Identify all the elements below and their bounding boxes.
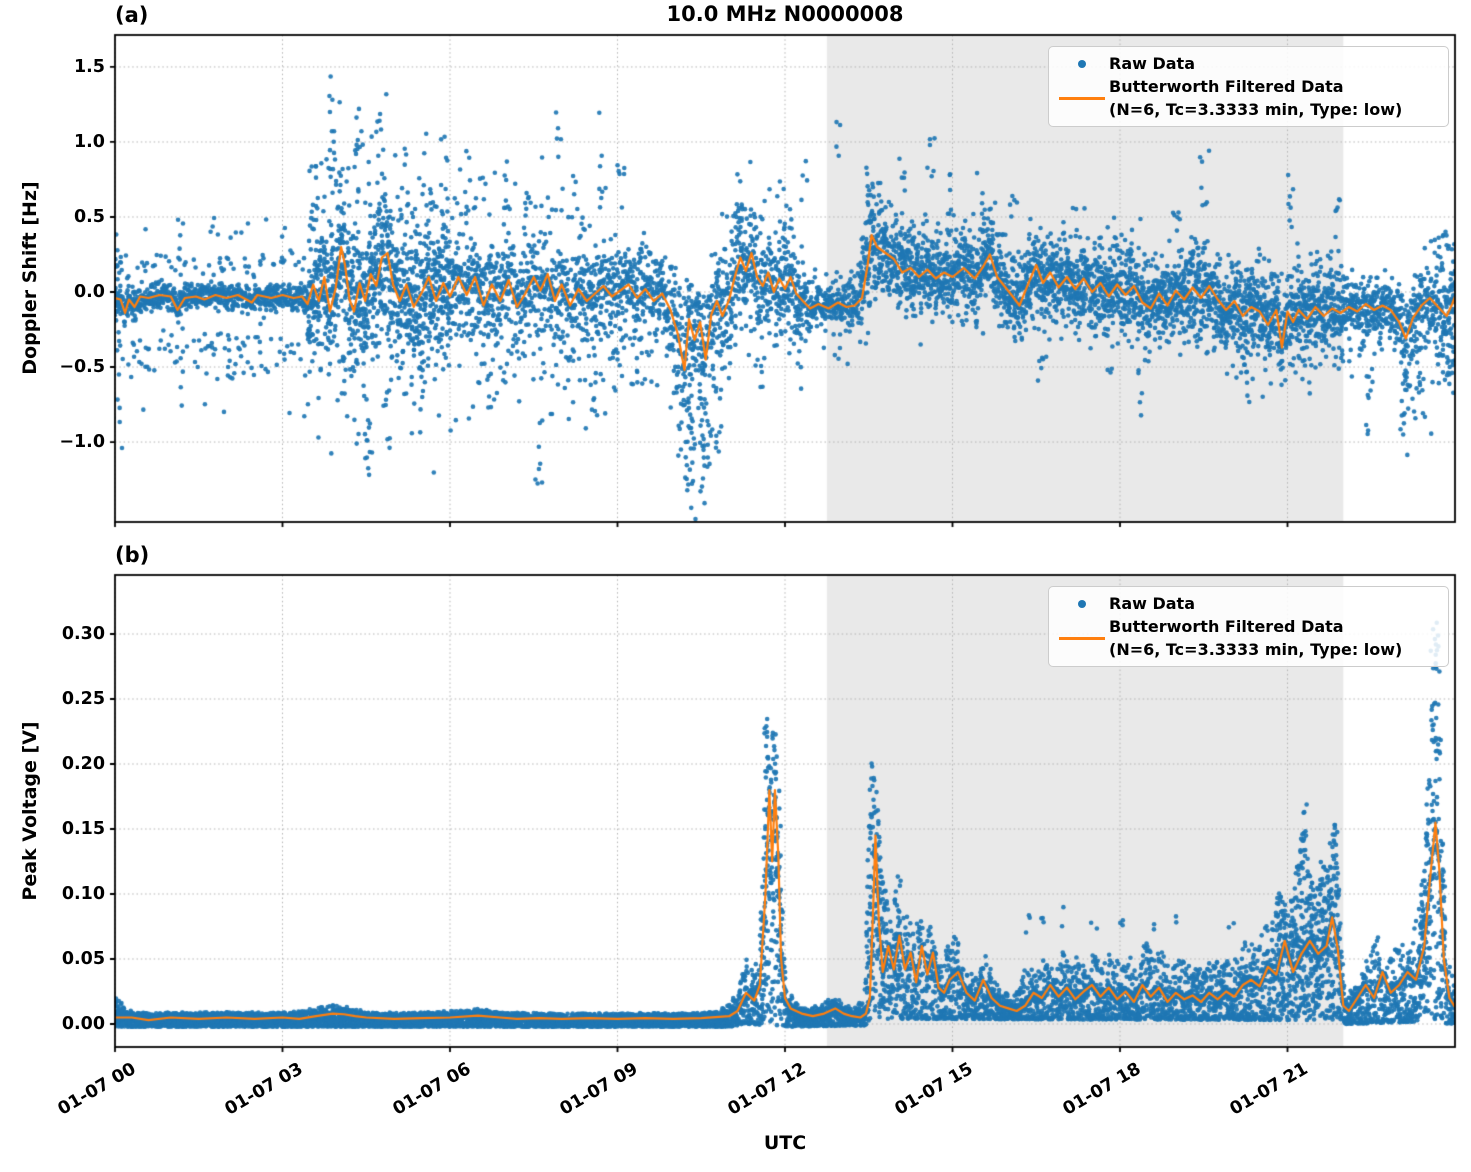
ytick-a-−0.5: −0.5 <box>59 357 105 378</box>
legend-b: Raw Data Butterworth Filtered Data (N=6,… <box>1048 586 1449 667</box>
raw-data-label: Raw Data <box>1109 594 1195 613</box>
ytick-a-0.0: 0.0 <box>73 282 105 302</box>
raw-data-marker-icon <box>1055 59 1109 68</box>
ytick-b-0.05: 0.05 <box>61 948 105 969</box>
ytick-b-0.10: 0.10 <box>61 883 105 904</box>
filtered-data-label-line1: Butterworth Filtered Data <box>1109 617 1344 636</box>
filtered-data-label: Butterworth Filtered Data (N=6, Tc=3.333… <box>1109 75 1402 121</box>
raw-data-label: Raw Data <box>1109 54 1195 73</box>
ytick-b-0.20: 0.20 <box>61 754 105 774</box>
ytick-b-0.30: 0.30 <box>61 624 105 645</box>
ytick-a-1.0: 1.0 <box>73 131 105 152</box>
raw-data-marker-icon <box>1055 599 1109 608</box>
ytick-a-0.5: 0.5 <box>73 206 105 227</box>
filtered-data-label-line2: (N=6, Tc=3.3333 min, Type: low) <box>1109 640 1403 659</box>
filtered-data-label-line2: (N=6, Tc=3.3333 min, Type: low) <box>1109 100 1403 119</box>
panel-a-label: (a) <box>115 3 149 27</box>
filtered-data-label: Butterworth Filtered Data (N=6, Tc=3.333… <box>1109 615 1402 661</box>
figure-title: 10.0 MHz N0000008 <box>666 2 904 26</box>
panel-b-label: (b) <box>115 543 150 567</box>
ytick-a-1.5: 1.5 <box>73 56 105 77</box>
filtered-data-label-line1: Butterworth Filtered Data <box>1109 77 1344 96</box>
legend-b-filtered-row: Butterworth Filtered Data (N=6, Tc=3.333… <box>1055 615 1438 661</box>
legend-a: Raw Data Butterworth Filtered Data (N=6,… <box>1048 46 1449 127</box>
utc-axis-label: UTC <box>763 1132 807 1154</box>
voltage-axis-label: Peak Voltage [V] <box>19 721 41 901</box>
ytick-b-0.15: 0.15 <box>61 819 105 839</box>
filtered-line-marker-icon <box>1055 636 1109 640</box>
legend-a-raw-row: Raw Data <box>1055 52 1438 75</box>
ytick-b-0.00: 0.00 <box>61 1013 105 1034</box>
legend-a-filtered-row: Butterworth Filtered Data (N=6, Tc=3.333… <box>1055 75 1438 121</box>
ytick-a-−1.0: −1.0 <box>59 432 105 453</box>
legend-b-raw-row: Raw Data <box>1055 592 1438 615</box>
ytick-b-0.25: 0.25 <box>61 689 105 709</box>
filtered-line-marker-icon <box>1055 96 1109 100</box>
